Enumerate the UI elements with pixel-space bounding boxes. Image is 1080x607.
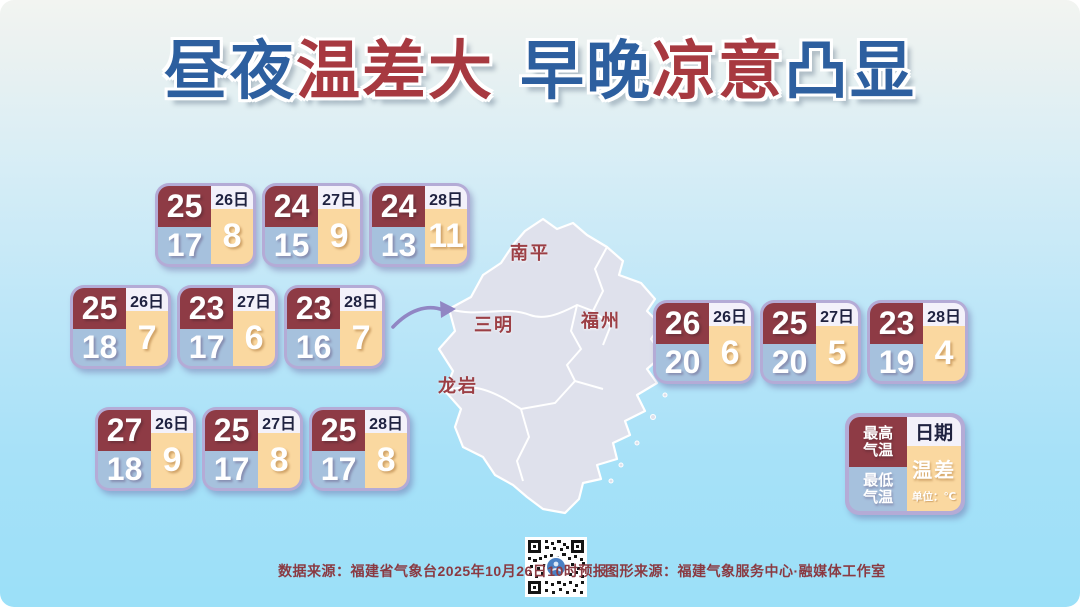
date-label: 27日 [233,288,275,312]
low-temp-value: 19 [870,343,924,381]
low-temp-value: 20 [656,343,710,381]
legend-unit-label: 单位：℃ [912,490,957,503]
high-temp-value: 25 [763,303,817,344]
forecast-card: 25 18 26日 7 [70,285,171,369]
high-temp-value: 23 [870,303,924,344]
title-segment: 凸显 [784,35,916,107]
title-segment: 凉意 [652,35,784,107]
high-temp-value: 26 [656,303,710,344]
map-label-nanping: 南平 [510,243,550,263]
forecast-card: 23 17 27日 6 [177,285,278,369]
date-label: 26日 [151,410,193,434]
temp-diff-value: 8 [211,209,253,264]
high-temp-value: 23 [180,288,234,329]
forecast-card: 25 17 26日 8 [155,183,256,267]
title-segment: 昼夜 [164,35,296,107]
date-label: 28日 [365,410,407,434]
title-segment: 早晚 [520,35,652,107]
high-temp-value: 25 [312,410,366,451]
forecast-card: 25 17 28日 8 [309,407,410,491]
temp-diff-value: 7 [340,311,382,366]
temp-diff-value: 4 [923,326,965,381]
date-label: 28日 [923,303,965,327]
forecast-card: 26 20 26日 6 [653,300,754,384]
high-temp-value: 25 [205,410,259,451]
high-temp-value: 25 [73,288,127,329]
forecast-card: 25 20 27日 5 [760,300,861,384]
forecast-card: 27 18 26日 9 [95,407,196,491]
high-temp-value: 25 [158,186,212,227]
graphic-source-text: 图形来源：福建气象服务中心·融媒体工作室 [605,563,886,579]
low-temp-value: 17 [205,450,259,488]
legend-temp-diff: 温差 单位：℃ [907,446,961,511]
title-segment: 温差大 [296,35,494,107]
legend-low-temp-label: 最低气温 [863,471,894,506]
temp-diff-value: 8 [258,433,300,488]
date-label: 28日 [340,288,382,312]
map-label-fuzhou: 福州 [581,311,621,331]
temp-diff-value: 11 [425,209,467,264]
high-temp-value: 24 [265,186,319,227]
date-label: 27日 [816,303,858,327]
legend-date: 日期 [907,417,961,447]
low-temp-value: 18 [98,450,152,488]
forecast-card: 23 19 28日 4 [867,300,968,384]
low-temp-value: 17 [312,450,366,488]
high-temp-value: 24 [372,186,426,227]
forecast-card: 25 17 27日 8 [202,407,303,491]
map-outline-svg [437,217,680,515]
date-label: 27日 [318,186,360,210]
high-temp-value: 27 [98,410,152,451]
forecast-card: 24 13 28日 11 [369,183,470,267]
legend-temp-diff-label: 温差 [912,459,957,482]
legend-high-temp-label: 最高气温 [863,424,894,459]
page-title: 昼夜温差大 早晚凉意凸显 [0,20,1080,112]
forecast-card: 24 15 27日 9 [262,183,363,267]
high-temp-value: 23 [287,288,341,329]
low-temp-value: 13 [372,226,426,264]
temp-diff-value: 7 [126,311,168,366]
low-temp-value: 18 [73,328,127,366]
date-label: 26日 [211,186,253,210]
forecast-card: 23 16 28日 7 [284,285,385,369]
date-label: 26日 [709,303,751,327]
temp-diff-value: 6 [709,326,751,381]
low-temp-value: 16 [287,328,341,366]
temp-diff-value: 8 [365,433,407,488]
date-label: 28日 [425,186,467,210]
legend-low-temp: 最低气温 [849,466,908,511]
data-source-text: 数据来源：福建省气象台2025年10月26日10时预报 [278,563,608,579]
date-label: 26日 [126,288,168,312]
temp-diff-value: 5 [816,326,858,381]
low-temp-value: 17 [158,226,212,264]
map-label-sanming: 三明 [474,315,514,335]
temp-diff-value: 9 [151,433,193,488]
temp-diff-value: 6 [233,311,275,366]
fujian-province-map: 南平 三明 福州 龙岩 [425,213,690,525]
low-temp-value: 20 [763,343,817,381]
date-label: 27日 [258,410,300,434]
pointer-arrow-icon [391,301,456,329]
qr-code [525,537,587,597]
low-temp-value: 17 [180,328,234,366]
map-label-longyan: 龙岩 [438,376,478,396]
temp-diff-value: 9 [318,209,360,264]
legend-card: 最高气温 最低气温 日期 温差 单位：℃ [845,413,965,515]
legend-high-temp: 最高气温 [849,417,908,467]
low-temp-value: 15 [265,226,319,264]
